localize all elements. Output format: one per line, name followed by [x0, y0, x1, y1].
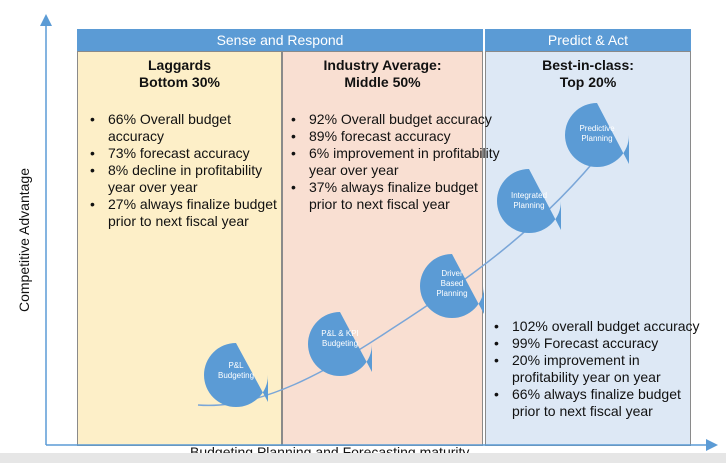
stage-label-line: Budgeting	[321, 339, 359, 348]
stage-bubble-predictive-planning	[565, 103, 629, 167]
stage-bubble-pl-budgeting	[204, 343, 268, 407]
list-item: 37% always finalize budget prior to next…	[291, 179, 502, 213]
laggards-title: Laggards Bottom 30%	[77, 57, 282, 91]
list-item: 92% Overall budget accuracy	[291, 111, 502, 128]
best-in-class-bullets: 102% overall budget accuracy 99% Forecas…	[491, 318, 708, 420]
list-item: 89% forecast accuracy	[291, 128, 502, 145]
industry-average-bullets: 92% Overall budget accuracy 89% forecast…	[288, 111, 502, 213]
best-in-class-title-line2: Top 20%	[559, 74, 617, 90]
stage-label-pl-budgeting: P&L Budgeting	[194, 361, 278, 381]
list-item: 99% Forecast accuracy	[494, 335, 708, 352]
stage-label-pl-kpi-budgeting: P&L & KPI Budgeting	[298, 329, 382, 349]
list-item: 8% decline in profitability year over ye…	[90, 162, 278, 196]
stage-label-line: Budgeting	[217, 371, 255, 380]
stage-label-line: P&L & KPI	[321, 329, 359, 338]
list-item: 27% always finalize budget prior to next…	[90, 196, 278, 230]
stage-bubble-integrated-planning	[497, 169, 561, 233]
industry-average-title: Industry Average: Middle 50%	[282, 57, 483, 91]
list-item: 6% improvement in profitability year ove…	[291, 145, 502, 179]
laggards-title-line2: Bottom 30%	[139, 74, 220, 90]
stage-label-line: P&L	[228, 361, 244, 370]
stage-label-predictive-planning: Predictive Planning	[555, 124, 639, 144]
stage-label-line: Planning	[436, 289, 468, 298]
stage-label-line: Predictive	[579, 124, 615, 133]
industry-average-title-line2: Middle 50%	[344, 74, 421, 90]
stage-label-line: Driver	[441, 269, 463, 278]
stage-bubble-driver-based-planning	[420, 254, 484, 318]
list-item: 20% improvement in profitability year on…	[494, 352, 708, 386]
y-axis-label: Competitive Advantage	[16, 168, 32, 312]
list-item: 66% Overall budget accuracy	[90, 111, 278, 145]
list-item: 73% forecast accuracy	[90, 145, 278, 162]
list-item: 102% overall budget accuracy	[494, 318, 708, 335]
stage-label-line: Integrated	[510, 191, 548, 200]
list-item: 66% always finalize budget prior to next…	[494, 386, 708, 420]
stage-label-line: Based	[440, 279, 464, 288]
stage-label-driver-based-planning: Driver Based Planning	[410, 269, 494, 299]
best-in-class-title-line1: Best-in-class:	[542, 57, 634, 73]
bottom-strip	[0, 453, 726, 463]
stage-label-line: Planning	[581, 134, 613, 143]
header-predict-and-act: Predict & Act	[485, 29, 691, 51]
laggards-bullets: 66% Overall budget accuracy 73% forecast…	[87, 111, 278, 230]
header-sense-and-respond: Sense and Respond	[77, 29, 483, 51]
stage-label-line: Planning	[513, 201, 545, 210]
stage-bubble-pl-kpi-budgeting	[308, 312, 372, 376]
stage-label-integrated-planning: Integrated Planning	[487, 191, 571, 211]
laggards-title-line1: Laggards	[147, 57, 211, 73]
best-in-class-title: Best-in-class: Top 20%	[485, 57, 691, 91]
industry-average-title-line1: Industry Average:	[323, 57, 442, 73]
